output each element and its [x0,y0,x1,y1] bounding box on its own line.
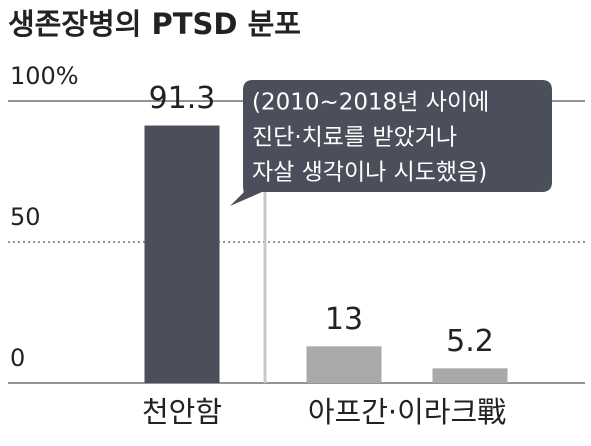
chart-title: 생존장병의 PTSD 분포 [8,7,301,41]
x-tick-label: 아프간·이라크戰 [308,395,506,429]
value-label: 91.3 [149,81,216,116]
y-tick-label: 100% [10,62,79,90]
x-tick-label: 천안함 [142,395,222,429]
y-tick-label: 0 [10,344,25,372]
callout-box [230,80,552,206]
annotation: 진단·치료를 받았거나 [252,125,457,151]
bar [144,125,220,383]
bar [306,346,382,383]
annotation: (2010~2018년 사이에 [252,90,489,116]
y-tick-label: 50 [10,203,41,231]
bar [432,368,508,383]
annotation: 자살 생각이나 시도했음) [252,160,487,186]
value-label: 13 [325,302,363,337]
value-label: 5.2 [446,324,494,359]
